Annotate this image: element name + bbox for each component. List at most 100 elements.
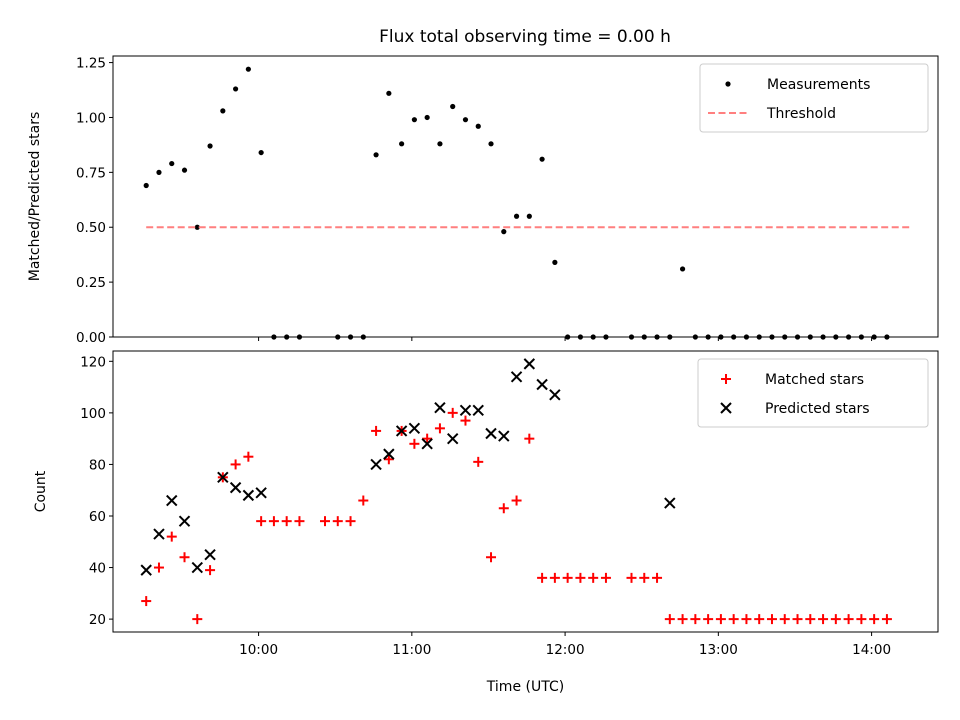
matched-point — [741, 614, 752, 625]
predicted-point — [140, 564, 152, 576]
predicted-point — [383, 448, 395, 460]
matched-point — [434, 423, 445, 434]
plot-title: Flux total observing time = 0.00 h — [379, 27, 671, 47]
predicted-point — [664, 497, 676, 509]
series-predicted-stars — [140, 358, 676, 576]
x-axis-label: Time (UTC) — [486, 679, 564, 695]
x-tick-label: 10:00 — [239, 642, 278, 658]
matched-point — [639, 572, 650, 583]
matched-point — [345, 516, 356, 527]
predicted-point — [217, 471, 229, 484]
matched-point — [728, 614, 739, 625]
measurement-point — [679, 266, 686, 272]
measurement-point — [501, 229, 507, 235]
matched-point — [243, 451, 254, 462]
predicted-point — [421, 438, 433, 450]
matched-point — [192, 614, 203, 625]
matched-point — [141, 596, 152, 607]
measurement-point — [245, 66, 251, 72]
matched-point — [626, 572, 637, 583]
matched-point — [422, 433, 433, 444]
legend-label: Threshold — [766, 106, 836, 122]
matched-point — [881, 614, 892, 625]
measurement-point — [233, 86, 239, 92]
matched-point — [818, 614, 829, 625]
predicted-point — [498, 430, 510, 442]
y-tick-label: 20 — [89, 612, 106, 628]
y-tick-label: 0.75 — [76, 165, 106, 181]
matched-point — [805, 614, 816, 625]
legend-label: Predicted stars — [765, 401, 870, 417]
x-tick-label: 13:00 — [699, 642, 738, 658]
matched-point — [473, 456, 484, 467]
y-tick-label: 80 — [89, 457, 106, 473]
matched-point — [358, 495, 369, 506]
matched-point — [486, 552, 497, 563]
predicted-point — [472, 404, 484, 417]
y-axis-label: Count — [33, 470, 49, 512]
matched-point — [319, 516, 330, 527]
measurement-point — [513, 213, 520, 219]
matched-point — [588, 572, 599, 583]
matched-point — [409, 438, 420, 449]
matched-point — [153, 562, 164, 573]
measurement-point — [207, 143, 213, 149]
predicted-point — [370, 458, 382, 471]
axes-frame — [112, 55, 939, 338]
predicted-point — [536, 378, 548, 391]
predicted-point — [459, 404, 472, 417]
matched-point — [256, 516, 267, 527]
y-tick-label: 100 — [80, 406, 106, 422]
matched-point — [460, 415, 471, 426]
matched-point — [856, 614, 867, 625]
legend: Matched stars Predicted stars — [697, 358, 929, 428]
matched-point — [371, 425, 382, 436]
matched-point — [498, 503, 509, 514]
predicted-point — [408, 422, 421, 435]
axes-frame — [112, 350, 939, 633]
measurement-point — [220, 108, 226, 114]
legend-measurement-swatch — [725, 81, 731, 87]
measurement-point — [411, 117, 417, 123]
y-tick-label: 120 — [80, 354, 106, 370]
legend-label: Measurements — [767, 77, 870, 93]
predicted-point — [153, 528, 165, 540]
measurement-point — [386, 90, 392, 96]
y-tick-label: 0.50 — [76, 220, 106, 236]
measurement-point — [437, 141, 443, 147]
matched-point — [549, 572, 560, 583]
measurement-point — [450, 103, 456, 110]
matched-point — [268, 516, 279, 527]
measurement-point — [373, 152, 379, 158]
matched-point — [869, 614, 880, 625]
predicted-point — [191, 561, 203, 574]
matched-point — [690, 614, 701, 625]
measurement-point — [169, 160, 175, 167]
measurement-point — [143, 182, 149, 189]
matched-point — [537, 572, 548, 583]
measurement-point — [399, 141, 405, 147]
predicted-point — [523, 358, 536, 370]
predicted-point — [485, 427, 497, 440]
matched-point — [703, 614, 714, 625]
y-tick-label: 40 — [89, 561, 106, 577]
predicted-point — [549, 389, 561, 401]
matched-point — [843, 614, 854, 625]
x-tick-label: 12:00 — [546, 642, 585, 658]
x-tick-label: 11:00 — [392, 642, 431, 658]
x-tick-label: 14:00 — [852, 642, 891, 658]
series-matched-stars — [141, 407, 892, 625]
matched-point — [511, 495, 522, 506]
predicted-point — [204, 548, 216, 561]
measurement-point — [475, 123, 481, 129]
matched-point — [754, 614, 765, 625]
matched-point — [677, 614, 688, 625]
measurement-point — [462, 117, 469, 123]
measurement-point — [424, 114, 430, 121]
measurement-point — [194, 224, 200, 230]
measurement-point — [526, 213, 532, 219]
legend-box — [699, 63, 929, 133]
matched-point — [652, 572, 663, 583]
measurement-point — [488, 141, 494, 147]
